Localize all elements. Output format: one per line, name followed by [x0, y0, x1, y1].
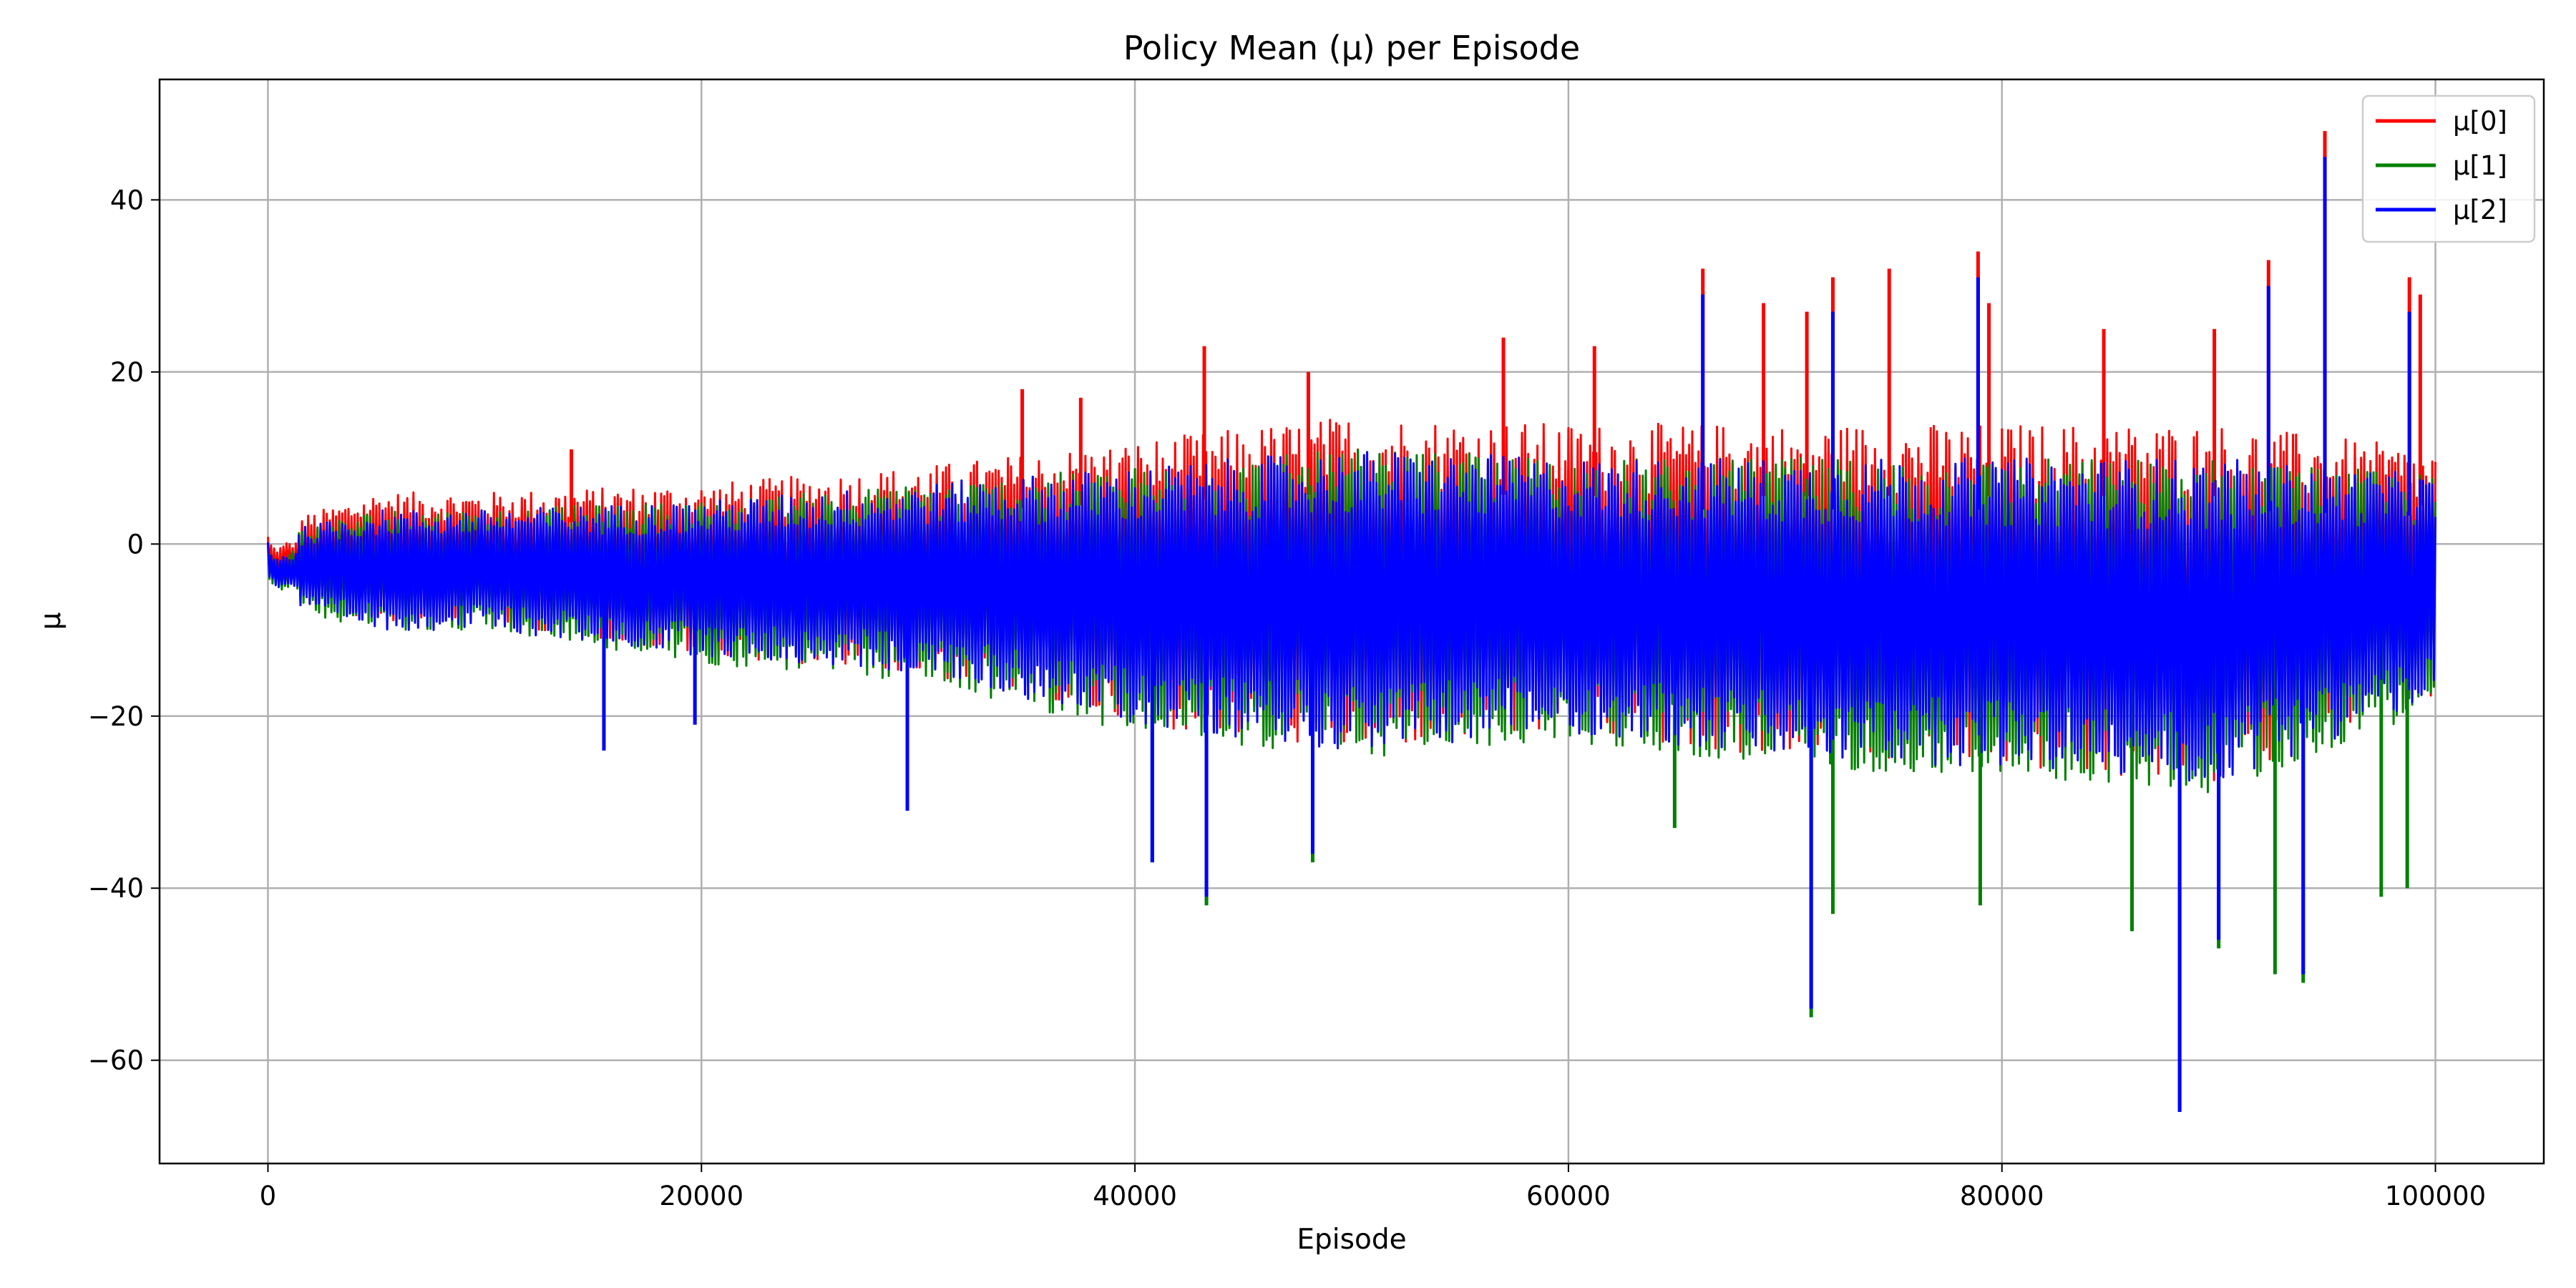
x-tick-label: 100000	[2385, 1181, 2486, 1211]
x-axis-label: Episode	[1297, 1224, 1406, 1256]
legend-box	[2361, 94, 2536, 243]
series-2	[267, 157, 2436, 1112]
x-tick-label: 0	[260, 1181, 277, 1211]
y-tick-label: 20	[110, 357, 144, 388]
legend: μ[0] μ[1] μ[2]	[2361, 94, 2536, 243]
legend-label: μ[2]	[2453, 195, 2507, 225]
chart-title: Policy Mean (μ) per Episode	[1123, 29, 1580, 67]
x-tick-label: 40000	[1093, 1181, 1177, 1211]
x-tick-label: 60000	[1526, 1181, 1611, 1211]
y-axis-label: μ	[35, 613, 67, 630]
series-layer	[267, 131, 2436, 1112]
legend-label: μ[0]	[2453, 106, 2507, 137]
legend-label: μ[1]	[2453, 150, 2507, 181]
y-tick-label: −20	[88, 701, 144, 732]
series-line-2	[267, 451, 2436, 782]
x-tick-label: 20000	[659, 1181, 743, 1211]
y-tick-label: 40	[110, 185, 144, 215]
y-tick-label: −40	[88, 873, 144, 904]
plot-frame	[158, 78, 2545, 1165]
y-tick-label: −60	[88, 1045, 144, 1076]
x-tick-label: 80000	[1960, 1181, 2044, 1211]
y-tick-label: 0	[127, 529, 144, 560]
axis-ticks: 0 20000 40000 60000 80000 100000 −60 −40 −20 0 20 4…	[88, 185, 2486, 1211]
